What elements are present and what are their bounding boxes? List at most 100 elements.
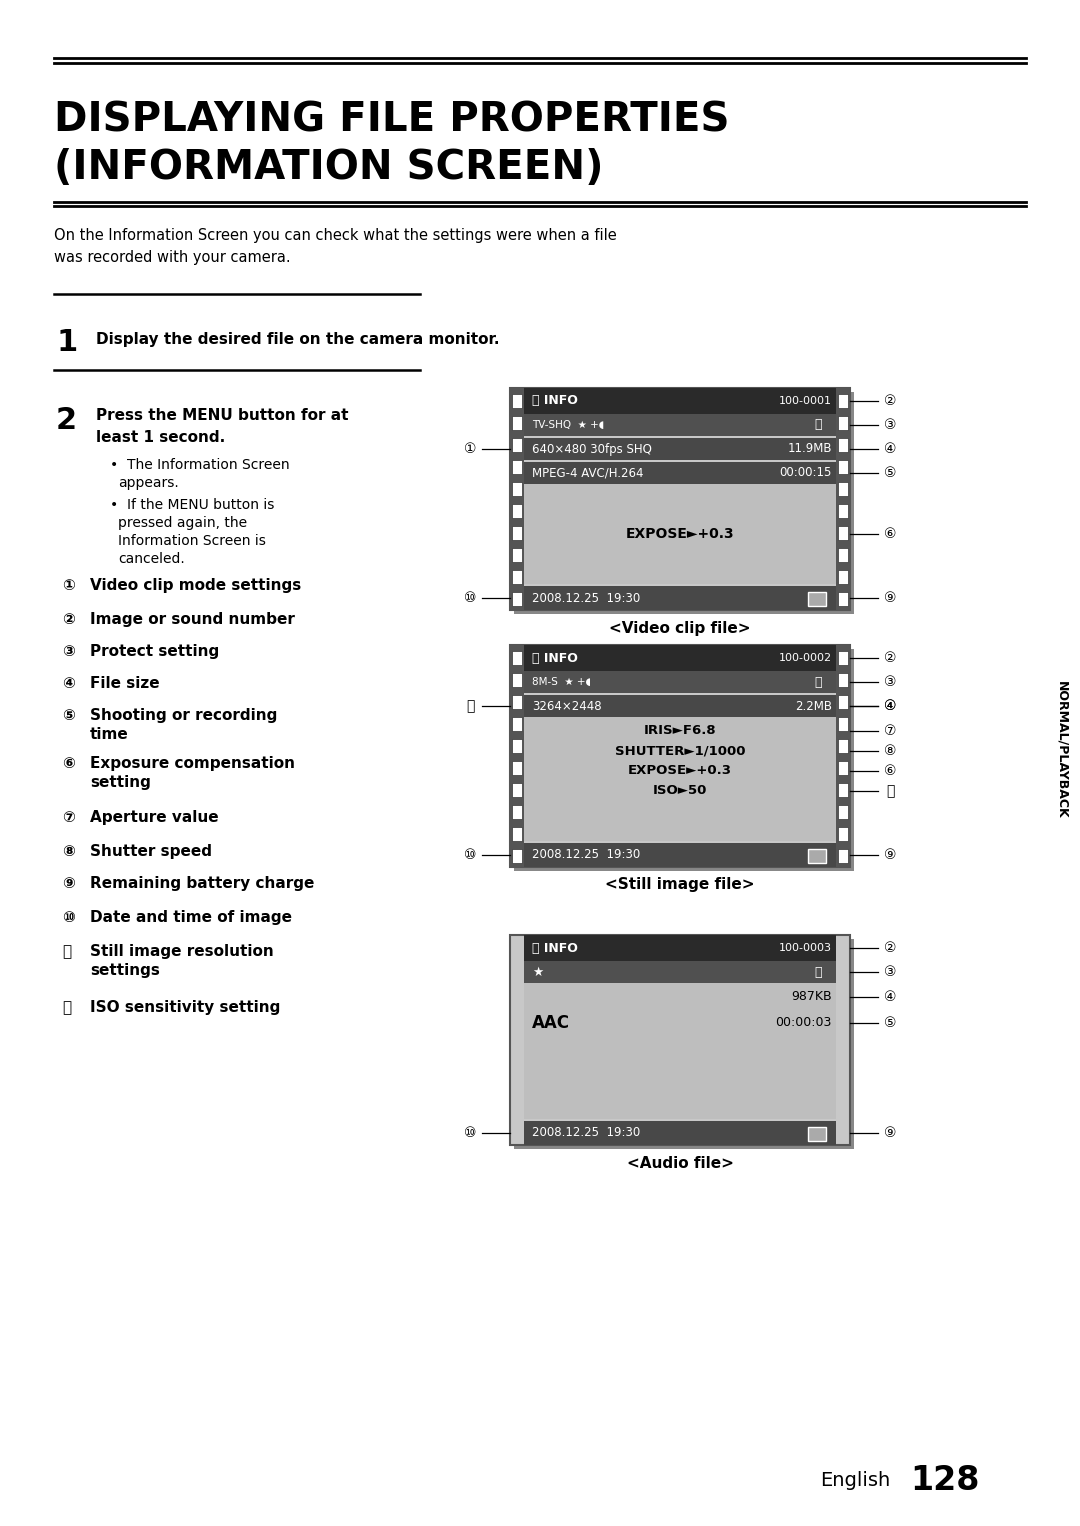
- Text: ③: ③: [62, 644, 75, 659]
- Text: ⑩: ⑩: [62, 909, 75, 925]
- FancyBboxPatch shape: [808, 1128, 826, 1141]
- Text: ③: ③: [883, 674, 896, 690]
- FancyBboxPatch shape: [510, 388, 524, 610]
- FancyBboxPatch shape: [524, 694, 836, 717]
- FancyBboxPatch shape: [512, 482, 522, 496]
- Text: Video clip mode settings: Video clip mode settings: [90, 578, 301, 594]
- FancyBboxPatch shape: [512, 717, 522, 731]
- Text: ⑥: ⑥: [883, 765, 896, 778]
- Text: ISO sensitivity setting: ISO sensitivity setting: [90, 1000, 281, 1015]
- FancyBboxPatch shape: [524, 414, 836, 436]
- Text: Press the MENU button for at: Press the MENU button for at: [96, 407, 349, 423]
- Text: ④: ④: [883, 990, 896, 1004]
- Text: ①: ①: [463, 443, 476, 456]
- FancyBboxPatch shape: [512, 592, 522, 606]
- FancyBboxPatch shape: [838, 673, 848, 687]
- FancyBboxPatch shape: [524, 983, 836, 1119]
- FancyBboxPatch shape: [836, 645, 850, 867]
- Text: 3264×2448: 3264×2448: [532, 699, 602, 713]
- Text: ③: ③: [883, 964, 896, 980]
- FancyBboxPatch shape: [512, 571, 522, 584]
- Text: 2008.12.25  19:30: 2008.12.25 19:30: [532, 1126, 640, 1140]
- FancyBboxPatch shape: [838, 739, 848, 752]
- Text: <Still image file>: <Still image file>: [605, 877, 755, 893]
- FancyBboxPatch shape: [512, 652, 522, 665]
- Text: File size: File size: [90, 676, 160, 691]
- Text: ★: ★: [532, 966, 543, 978]
- FancyBboxPatch shape: [512, 394, 522, 407]
- Text: 100-0001: 100-0001: [779, 397, 832, 406]
- FancyBboxPatch shape: [512, 417, 522, 430]
- Text: •  The Information Screen: • The Information Screen: [110, 458, 289, 472]
- FancyBboxPatch shape: [838, 417, 848, 430]
- Text: ⑤: ⑤: [883, 465, 896, 481]
- FancyBboxPatch shape: [838, 504, 848, 517]
- Text: ③: ③: [883, 418, 896, 432]
- FancyBboxPatch shape: [524, 586, 836, 610]
- Text: 2008.12.25  19:30: 2008.12.25 19:30: [532, 592, 640, 604]
- Text: Display the desired file on the camera monitor.: Display the desired file on the camera m…: [96, 333, 499, 346]
- Text: setting: setting: [90, 775, 151, 790]
- Text: canceled.: canceled.: [118, 552, 185, 566]
- Text: AAC: AAC: [532, 1013, 570, 1032]
- Text: ⑫: ⑫: [886, 784, 894, 798]
- Text: ⑩: ⑩: [463, 1126, 476, 1140]
- Text: ⑥: ⑥: [883, 526, 896, 542]
- Text: ⑨: ⑨: [62, 876, 75, 891]
- Text: ②: ②: [883, 652, 896, 665]
- Text: ④: ④: [883, 699, 896, 713]
- Text: Still image resolution: Still image resolution: [90, 945, 273, 958]
- Text: IRIS►F6.8: IRIS►F6.8: [644, 725, 716, 737]
- FancyBboxPatch shape: [838, 394, 848, 407]
- FancyBboxPatch shape: [838, 459, 848, 475]
- FancyBboxPatch shape: [510, 388, 850, 610]
- FancyBboxPatch shape: [510, 935, 850, 1144]
- Text: (INFORMATION SCREEN): (INFORMATION SCREEN): [54, 148, 604, 188]
- Text: MPEG-4 AVC/H.264: MPEG-4 AVC/H.264: [532, 467, 644, 479]
- Text: 8M-S  ★ +◖: 8M-S ★ +◖: [532, 678, 591, 687]
- Text: DISPLAYING FILE PROPERTIES: DISPLAYING FILE PROPERTIES: [54, 101, 729, 140]
- FancyBboxPatch shape: [524, 462, 836, 484]
- Text: 2: 2: [56, 406, 77, 435]
- Text: ⑨: ⑨: [883, 848, 896, 862]
- FancyBboxPatch shape: [524, 671, 836, 693]
- Text: On the Information Screen you can check what the settings were when a file: On the Information Screen you can check …: [54, 227, 617, 243]
- Text: ⑨: ⑨: [883, 1126, 896, 1140]
- FancyBboxPatch shape: [512, 548, 522, 562]
- Text: Protect setting: Protect setting: [90, 644, 219, 659]
- Text: ⑤: ⑤: [883, 1016, 896, 1030]
- FancyBboxPatch shape: [512, 761, 522, 775]
- FancyBboxPatch shape: [510, 645, 850, 867]
- Text: <Audio file>: <Audio file>: [626, 1155, 733, 1170]
- FancyBboxPatch shape: [836, 388, 850, 610]
- Text: ⑫: ⑫: [62, 1000, 71, 1015]
- Text: 100-0003: 100-0003: [779, 943, 832, 954]
- Text: ⑨: ⑨: [883, 591, 896, 604]
- FancyBboxPatch shape: [512, 459, 522, 475]
- FancyBboxPatch shape: [512, 806, 522, 819]
- FancyBboxPatch shape: [512, 438, 522, 452]
- FancyBboxPatch shape: [512, 827, 522, 841]
- FancyBboxPatch shape: [512, 739, 522, 752]
- Text: ⑪: ⑪: [62, 945, 71, 958]
- FancyBboxPatch shape: [838, 806, 848, 819]
- Text: Shooting or recording: Shooting or recording: [90, 708, 278, 723]
- Text: ⑪: ⑪: [465, 699, 474, 713]
- Text: Aperture value: Aperture value: [90, 810, 218, 826]
- FancyBboxPatch shape: [838, 717, 848, 731]
- Text: <Video clip file>: <Video clip file>: [609, 621, 751, 635]
- FancyBboxPatch shape: [838, 482, 848, 496]
- Text: ①: ①: [62, 578, 75, 594]
- Text: ⑧: ⑧: [62, 844, 75, 859]
- Text: Date and time of image: Date and time of image: [90, 909, 292, 925]
- Text: 1: 1: [56, 328, 78, 357]
- Text: Remaining battery charge: Remaining battery charge: [90, 876, 314, 891]
- FancyBboxPatch shape: [524, 388, 836, 414]
- Text: ⓘ INFO: ⓘ INFO: [532, 942, 578, 954]
- Text: ②: ②: [62, 612, 75, 627]
- Text: ⑤: ⑤: [62, 708, 75, 723]
- Text: ISO►50: ISO►50: [652, 784, 707, 798]
- Text: appears.: appears.: [118, 476, 179, 490]
- FancyBboxPatch shape: [838, 592, 848, 606]
- FancyBboxPatch shape: [808, 592, 826, 606]
